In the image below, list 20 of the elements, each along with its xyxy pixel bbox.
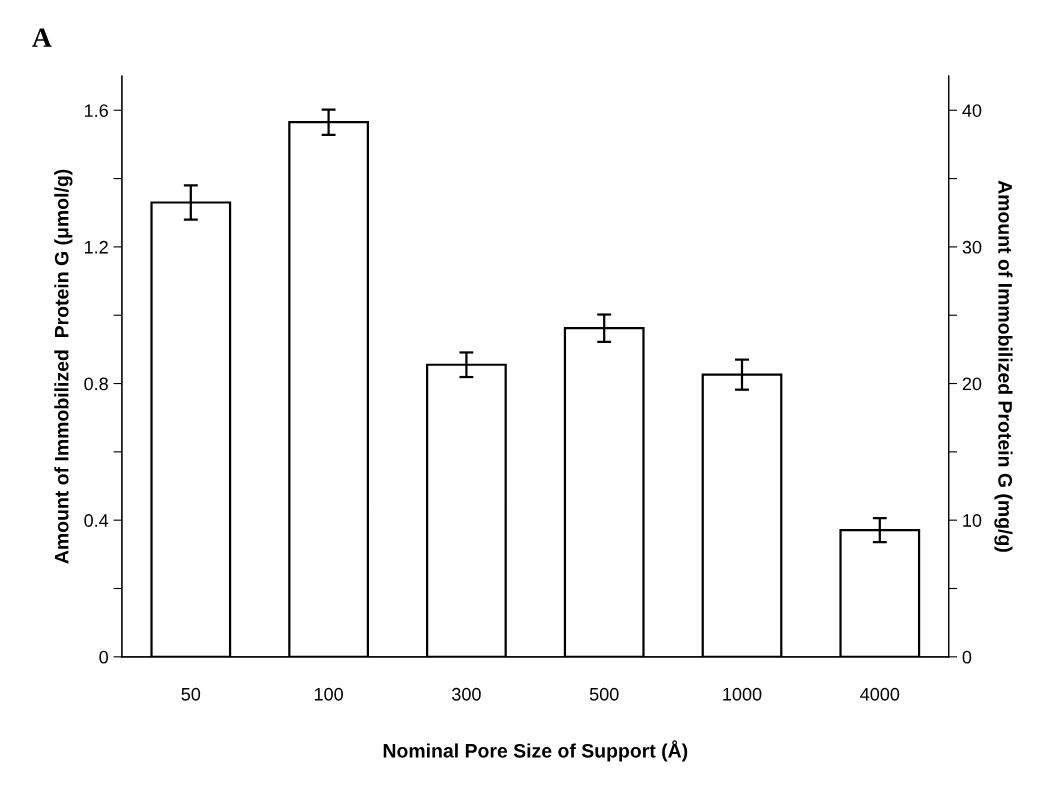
y2-tick-label: 30 [962, 240, 982, 254]
y-axis-title: Amount of Immobilized Protein G (μmol/g) [54, 169, 73, 564]
y-tick-label: 0.8 [84, 377, 108, 391]
y2-axis-title: Amount of Immobilized Protein G (mg/g) [994, 180, 1013, 552]
y2-tick-label: 0 [962, 650, 972, 664]
x-tick-label: 1000 [723, 687, 762, 701]
chart-title: A [32, 28, 52, 47]
x-tick-label: 4000 [860, 687, 900, 701]
x-tick-label: 500 [589, 687, 619, 701]
x-tick-label: 50 [181, 687, 201, 701]
x-tick-label: 100 [314, 687, 343, 701]
y-tick-label: 1.6 [84, 104, 108, 117]
y2-tick-label: 10 [963, 514, 982, 527]
y2-tick-label: 40 [962, 104, 982, 117]
x-axis-title: Nominal Pore Size of Support (Å) [383, 740, 688, 762]
y-tick-label: 1.2 [84, 240, 108, 254]
y-tick-label: 0.4 [84, 514, 109, 527]
y2-tick-label: 20 [962, 377, 982, 391]
y-tick-label: 0 [99, 650, 108, 664]
x-tick-label: 300 [452, 687, 481, 701]
